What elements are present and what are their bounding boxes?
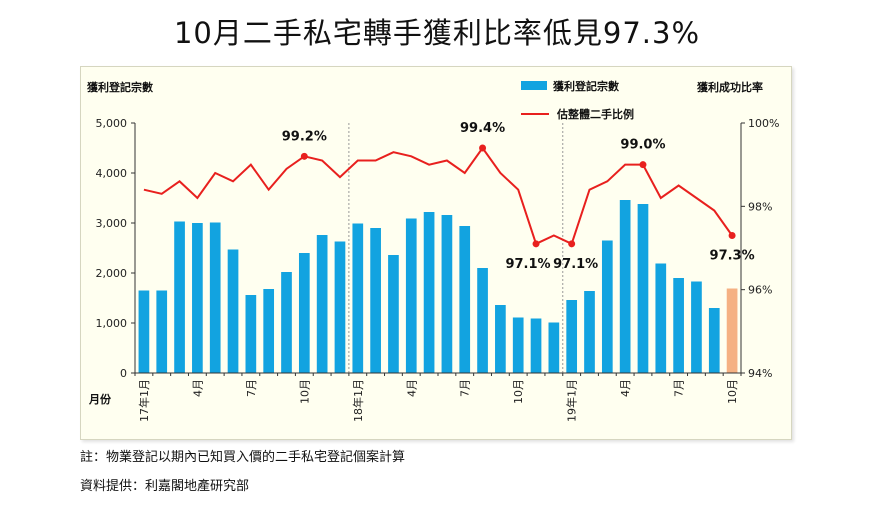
y-left-tick-label: 4,000 — [96, 167, 128, 180]
x-tick-label: 4月 — [405, 379, 418, 397]
bar-24 — [566, 300, 578, 373]
line-point-24 — [568, 240, 576, 248]
source-note: 資料提供：利嘉閣地產研究部 — [80, 479, 250, 494]
ratio-line — [143, 146, 733, 246]
bar-7 — [263, 289, 275, 373]
bar-23 — [548, 322, 560, 373]
data-label-19: 99.4% — [460, 121, 505, 136]
y-left-title: 獲利登記宗數 — [87, 80, 153, 94]
legend-swatch-bar — [521, 81, 547, 90]
data-labels: 99.2% 99.4% 97.1% 97.1% 99.0% 97.3% — [282, 121, 755, 272]
x-axis-title: 月份 — [88, 392, 112, 406]
page-title: 10月二手私宅轉手獲利比率低見97.3% — [173, 16, 701, 50]
bar-14 — [388, 255, 399, 373]
bar-9 — [298, 253, 310, 373]
data-label-33: 97.3% — [710, 249, 755, 264]
y-right-tick-label: 100% — [748, 117, 779, 130]
y-right-tick-label: 98% — [748, 200, 772, 213]
chart-frame: 獲利登記宗數 獲利成功比率 月份 5,000 4,000 3,000 2,000 1,0… — [80, 66, 792, 440]
bar-3 — [192, 223, 203, 373]
y-left-tick-label: 0 — [120, 367, 127, 380]
line-point-9 — [300, 152, 308, 160]
bar-30 — [673, 278, 684, 373]
line-point-28 — [639, 161, 647, 169]
bar-12 — [352, 223, 364, 373]
x-tick-label: 19年1月 — [565, 379, 579, 422]
bar-22 — [530, 318, 542, 373]
bar-5 — [227, 249, 239, 373]
bar-2 — [174, 221, 185, 373]
legend-bar-label: 獲利登記宗數 — [553, 79, 619, 93]
x-tick-label: 7月 — [245, 379, 258, 397]
y-left-tick-label: 1,000 — [96, 317, 128, 330]
gridlines — [348, 123, 564, 373]
bar-15 — [405, 218, 417, 373]
bar-11 — [334, 241, 346, 373]
bar-29 — [655, 263, 667, 373]
bar-19 — [477, 268, 488, 373]
bar-32 — [708, 308, 720, 373]
bar-series — [138, 200, 738, 373]
bar-16 — [423, 212, 435, 373]
bar-25 — [584, 291, 595, 373]
x-tick-label: 4月 — [191, 379, 204, 397]
y-right-tick-label: 96% — [748, 284, 772, 297]
x-tick-label: 10月 — [726, 379, 739, 404]
axes: 5,000 4,000 3,000 2,000 1,000 0 100% 98% 96% 94% 1… — [96, 117, 780, 422]
bar-26 — [601, 240, 613, 373]
bar-33 — [726, 288, 738, 373]
bar-13 — [370, 228, 381, 373]
bar-28 — [637, 204, 649, 373]
y-left-tick-label: 5,000 — [96, 117, 128, 130]
line-point-19 — [479, 144, 487, 152]
legend: 獲利登記宗數 估整體二手比例 — [521, 79, 634, 121]
bar-1 — [156, 290, 168, 373]
x-tick-label: 7月 — [459, 379, 472, 397]
x-tick-label: 18年1月 — [351, 379, 365, 422]
bar-17 — [441, 215, 453, 373]
y-left-tick-label: 2,000 — [96, 267, 128, 280]
data-label-9: 99.2% — [282, 129, 327, 144]
x-tick-label: 7月 — [673, 379, 686, 397]
legend-line-label: 估整體二手比例 — [556, 107, 634, 121]
line-point-22 — [532, 240, 540, 248]
data-label-24: 97.1% — [553, 257, 598, 272]
x-tick-label: 4月 — [619, 379, 632, 397]
bar-27 — [619, 200, 631, 373]
bar-21 — [512, 317, 524, 373]
bar-8 — [281, 272, 292, 373]
x-tick-label: 10月 — [512, 379, 525, 404]
line-series — [143, 144, 736, 248]
data-label-28: 99.0% — [620, 138, 665, 153]
y-right-tick-label: 94% — [748, 367, 772, 380]
x-tick-label: 17年1月 — [137, 379, 151, 422]
x-tick-label: 10月 — [298, 379, 311, 404]
y-left-tick-label: 3,000 — [96, 217, 128, 230]
bar-31 — [691, 281, 702, 373]
line-point-33 — [728, 232, 736, 239]
bar-4 — [209, 222, 221, 373]
footnote: 註：物業登記以期內已知買入價的二手私宅登記個案計算 — [80, 450, 406, 465]
data-label-22: 97.1% — [505, 257, 550, 272]
bar-18 — [459, 226, 471, 373]
chart: 獲利登記宗數 獲利成功比率 月份 5,000 4,000 3,000 2,000 1,0… — [87, 79, 780, 422]
bar-6 — [245, 295, 257, 373]
y-right-title: 獲利成功比率 — [697, 80, 763, 94]
bar-20 — [495, 305, 506, 373]
bar-0 — [138, 290, 150, 373]
bar-10 — [316, 235, 328, 373]
